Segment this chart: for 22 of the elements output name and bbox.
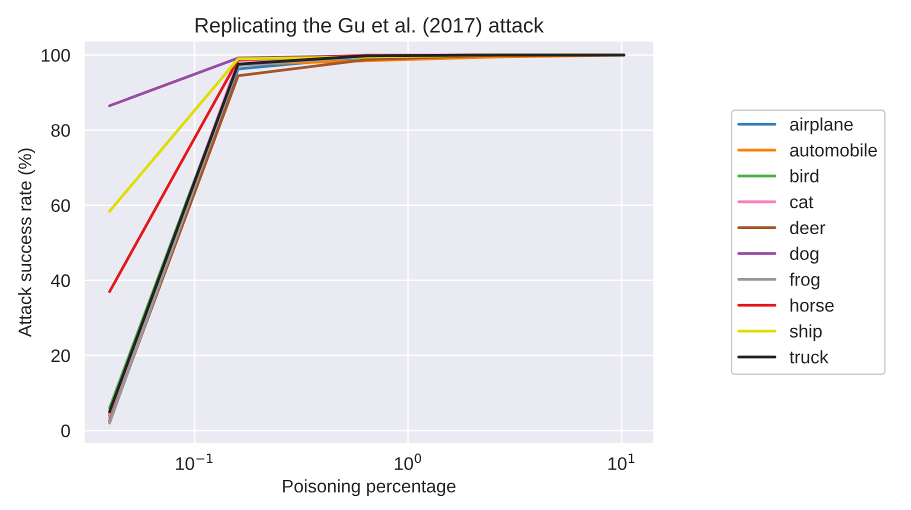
y-tick-label: 0 <box>61 424 70 438</box>
legend-label: frog <box>790 272 820 290</box>
y-axis-title: Attack success rate (%) <box>18 148 35 338</box>
legend-label: bird <box>790 169 818 182</box>
legend-label: dog <box>790 246 818 264</box>
x-tick-label: 10$^{0}$ <box>394 454 422 470</box>
y-tick-label: 80 <box>51 124 70 137</box>
legend-label: airplane <box>790 117 853 134</box>
y-tick-label: 20 <box>51 349 70 362</box>
x-tick-label: 10$^{1}$ <box>608 454 634 470</box>
y-tick-label: 60 <box>51 199 70 212</box>
x-axis-title: Poisoning percentage <box>283 479 456 496</box>
legend-label: horse <box>790 298 834 312</box>
legend-label: deer <box>790 220 826 234</box>
legend-label: cat <box>790 196 814 208</box>
legend-label: truck <box>790 350 828 364</box>
x-tick-label: 10$^{−1}$ <box>176 454 212 470</box>
chart-title: Replicating the Gu et al. (2017) attack <box>196 17 544 37</box>
y-tick-label: 100 <box>42 49 70 62</box>
legend-label: ship <box>790 324 822 342</box>
legend-label: automobile <box>790 143 877 157</box>
y-tick-label: 40 <box>50 274 70 288</box>
